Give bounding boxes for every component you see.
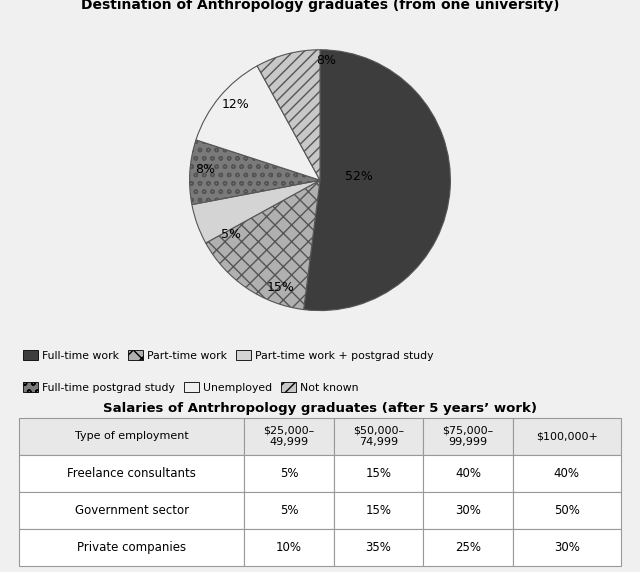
Text: Salaries of Antrhropology graduates (after 5 years’ work): Salaries of Antrhropology graduates (aft… <box>103 403 537 415</box>
Text: 12%: 12% <box>221 98 249 111</box>
Wedge shape <box>189 140 320 205</box>
Legend: Full-time postgrad study, Unemployed, Not known: Full-time postgrad study, Unemployed, No… <box>18 378 364 397</box>
Text: 8%: 8% <box>195 163 215 176</box>
Wedge shape <box>192 180 320 243</box>
Wedge shape <box>205 180 320 309</box>
Text: 15%: 15% <box>267 281 295 293</box>
Wedge shape <box>257 50 320 180</box>
Wedge shape <box>303 50 451 311</box>
Text: 8%: 8% <box>317 54 337 67</box>
Text: 52%: 52% <box>345 170 373 183</box>
Title: Destination of Anthropology graduates (from one university): Destination of Anthropology graduates (f… <box>81 0 559 12</box>
Wedge shape <box>196 66 320 180</box>
Text: 5%: 5% <box>221 228 241 241</box>
